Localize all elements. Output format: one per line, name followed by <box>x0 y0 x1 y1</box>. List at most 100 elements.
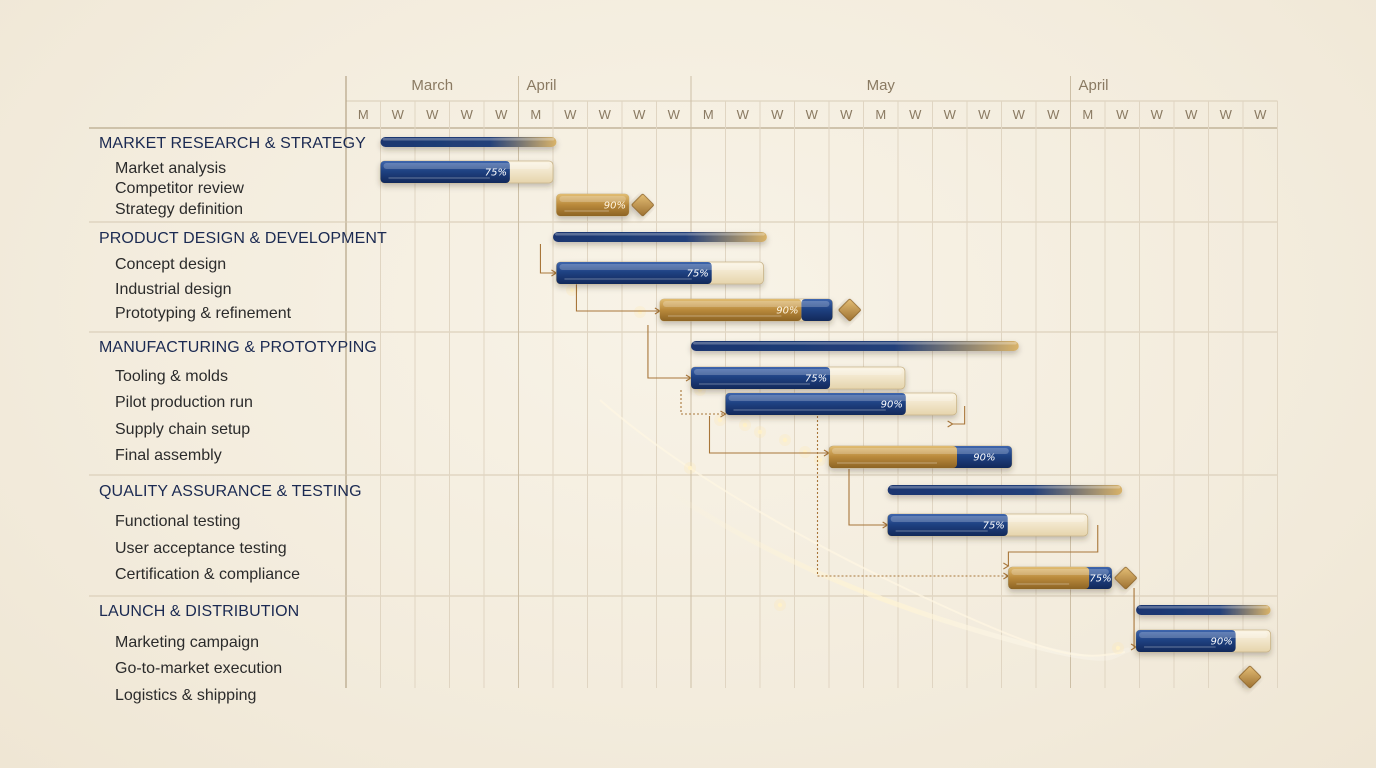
week-header: W <box>943 107 956 122</box>
progress-label: 75% <box>485 168 507 179</box>
task-label: Marketing campaign <box>115 634 260 651</box>
task-bars: 75% 90% 75% 90% 75% 90% 90% 75% 75% 90% <box>380 137 1272 689</box>
task-bar-shine <box>728 395 954 401</box>
group-label: PRODUCT DESIGN & DEVELOPMENT <box>99 230 387 247</box>
task-bar-progress <box>829 446 957 468</box>
dependency-arrows <box>539 244 1138 651</box>
task-bar-progress <box>380 161 510 183</box>
task-bar-shine <box>383 163 550 169</box>
task-bar-progress <box>1008 567 1090 589</box>
light-trail-curve <box>637 467 1131 661</box>
task-label: Market analysis <box>115 160 227 177</box>
dependency-arrow <box>848 469 888 526</box>
sparkle-glow <box>714 414 726 426</box>
task-label: Prototyping & refinement <box>115 305 292 322</box>
month-label: May <box>866 77 895 94</box>
week-header: W <box>426 107 439 122</box>
task-bar-progress <box>725 393 906 415</box>
dependency-arrow <box>539 244 557 274</box>
sparkle <box>777 602 783 608</box>
sparkle-glow <box>1112 642 1124 654</box>
sparkle <box>757 429 763 435</box>
sparkle-glow <box>774 599 786 611</box>
progress-label: 75% <box>1089 574 1111 585</box>
sparkle <box>717 417 723 423</box>
task-label: Competitor review <box>115 180 244 197</box>
progress-label: 90% <box>776 306 798 317</box>
sparkle-glow <box>684 462 696 474</box>
progress-label: 75% <box>983 521 1005 532</box>
week-header: W <box>1047 107 1060 122</box>
week-header: W <box>667 107 680 122</box>
task-bar-shine <box>1139 632 1268 638</box>
week-header: W <box>564 107 577 122</box>
task-bar-shine <box>694 369 902 375</box>
summary-bar <box>691 341 1019 351</box>
task-label: Industrial design <box>115 281 232 298</box>
week-header: W <box>840 107 853 122</box>
sparkle <box>742 422 748 428</box>
summary-bar <box>380 137 557 147</box>
dependency-arrow <box>680 390 726 415</box>
arrow-head <box>947 420 954 428</box>
summary-bar <box>887 485 1123 495</box>
task-bar-progress <box>659 299 802 321</box>
week-header: W <box>771 107 784 122</box>
dependency-arrow <box>575 280 660 312</box>
group-label: MARKET RESEARCH & STRATEGY <box>99 135 366 152</box>
task-bar-shine <box>832 448 1009 454</box>
week-header: W <box>805 107 818 122</box>
week-header: W <box>1150 107 1163 122</box>
light-trail <box>566 284 1131 661</box>
task-bar-shine <box>662 301 830 307</box>
week-header: W <box>909 107 922 122</box>
task-label: Tooling & molds <box>115 368 228 385</box>
summary-bar-shine <box>1138 606 1269 609</box>
summary-bar-shine <box>555 233 765 236</box>
summary-bar-shine <box>693 342 1017 345</box>
arrow-head <box>1003 562 1010 570</box>
summary-bar-shine <box>382 138 555 141</box>
sparkle <box>569 287 575 293</box>
sparkle-glow <box>779 434 791 446</box>
task-label: Go-to-market execution <box>115 660 283 677</box>
week-header: W <box>460 107 473 122</box>
task-bar-progress <box>691 367 831 389</box>
task-label: Certification & compliance <box>115 566 300 583</box>
summary-bar <box>1136 605 1271 615</box>
milestone-diamond <box>838 298 861 322</box>
sparkle <box>1115 645 1121 651</box>
task-bar-progress <box>887 514 1008 536</box>
week-header: W <box>1254 107 1267 122</box>
progress-label: 90% <box>881 400 903 411</box>
week-header: W <box>1012 107 1025 122</box>
week-header: W <box>495 107 508 122</box>
task-bar-shine <box>890 516 1085 522</box>
week-header: W <box>598 107 611 122</box>
dependency-arrow <box>1007 525 1099 566</box>
task-bar-progress <box>1136 630 1236 652</box>
week-header: M <box>530 107 542 122</box>
dependency-arrow <box>816 416 1009 577</box>
dependency-arrow <box>952 406 966 425</box>
group-label: LAUNCH & DISTRIBUTION <box>99 603 300 620</box>
week-header: M <box>875 107 887 122</box>
sparkle <box>687 465 693 471</box>
task-label: Pilot production run <box>115 394 253 411</box>
month-label: April <box>1078 77 1109 94</box>
task-label: User acceptance testing <box>115 540 287 557</box>
task-label: Logistics & shipping <box>115 687 257 704</box>
task-bar-shine <box>559 264 761 270</box>
week-header: W <box>1219 107 1232 122</box>
progress-label: 75% <box>805 374 827 385</box>
task-label: Strategy definition <box>115 201 244 218</box>
task-bar-shine <box>559 196 626 202</box>
task-label: Functional testing <box>115 513 241 530</box>
task-bar-progress <box>556 194 629 216</box>
task-label: Supply chain setup <box>115 421 251 438</box>
group-label: QUALITY ASSURANCE & TESTING <box>99 483 362 500</box>
task-label: Final assembly <box>115 447 222 464</box>
sparkle-glow <box>634 306 646 318</box>
week-header: W <box>1116 107 1129 122</box>
